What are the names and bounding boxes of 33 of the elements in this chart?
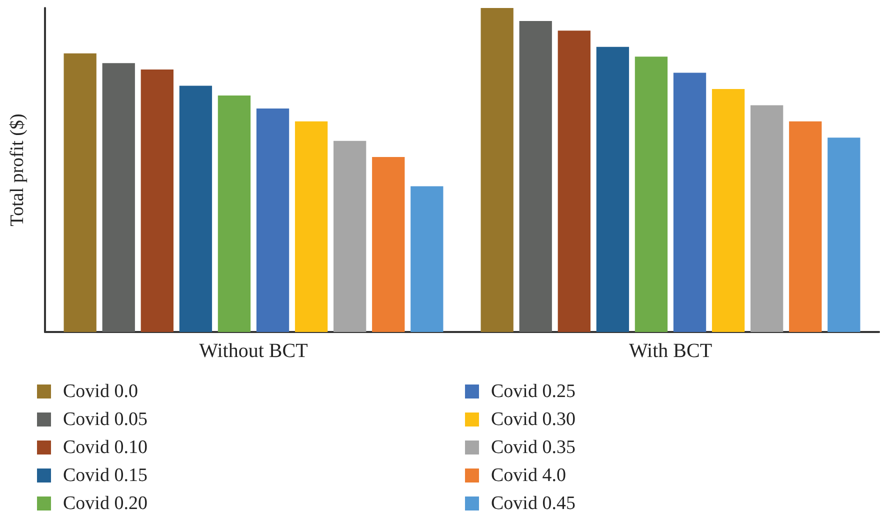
x-tick-label: Without BCT: [199, 340, 308, 362]
bar: [64, 53, 96, 332]
bar: [480, 8, 514, 332]
legend-label: Covid 0.05: [63, 409, 148, 430]
bar: [558, 30, 590, 332]
legend-label: Covid 4.0: [491, 465, 566, 486]
bar: [256, 108, 290, 332]
bar: [218, 95, 251, 332]
bar: [596, 46, 630, 332]
bar: [372, 157, 405, 332]
legend-label: Covid 0.45: [491, 493, 576, 514]
bar: [102, 63, 135, 332]
y-axis-title: Total profit ($): [7, 114, 28, 226]
legend-label: Covid 0.20: [63, 493, 148, 514]
bar: [634, 56, 668, 332]
bar: [828, 138, 860, 332]
bar: [712, 89, 745, 332]
bar: [410, 186, 444, 332]
bar: [673, 72, 706, 332]
legend-label: Covid 0.0: [63, 381, 138, 402]
bar: [179, 86, 212, 332]
legend-label: Covid 0.10: [63, 437, 148, 458]
bar: [140, 70, 174, 332]
legend-label: Covid 0.25: [491, 381, 576, 402]
legend-label: Covid 0.15: [63, 465, 148, 486]
legend-label: Covid 0.30: [491, 409, 576, 430]
bar: [789, 121, 822, 332]
bar: [334, 140, 366, 332]
bar: [294, 121, 328, 332]
bar: [750, 105, 784, 332]
bar: [519, 20, 552, 332]
x-tick-label: With BCT: [628, 340, 712, 362]
legend-label: Covid 0.35: [491, 437, 576, 458]
